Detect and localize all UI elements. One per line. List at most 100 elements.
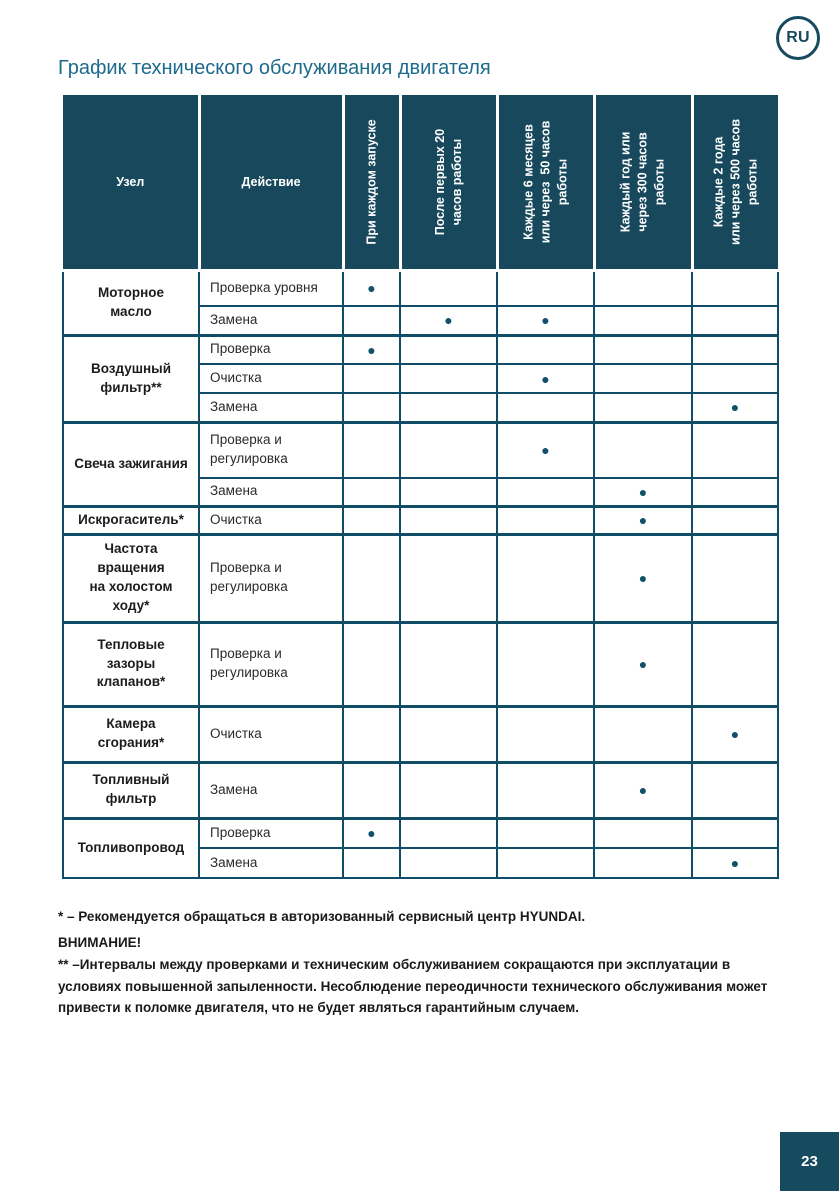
schedule-mark-cell (496, 704, 595, 763)
schedule-mark-cell (342, 305, 401, 336)
schedule-mark-cell (342, 392, 401, 423)
schedule-mark-cell (399, 760, 498, 819)
schedule-mark-cell (399, 392, 498, 423)
table-row: Замена ● (63, 477, 779, 507)
schedule-mark-cell (593, 392, 693, 423)
schedule-mark-cell (496, 816, 595, 849)
footnotes: * – Рекомендуется обращаться в авторизов… (58, 906, 786, 1019)
node-cell-combustion-chamber: Камера сгорания* (62, 704, 200, 763)
schedule-mark-cell (342, 363, 401, 394)
schedule-mark-cell (399, 477, 498, 507)
schedule-mark-cell (342, 504, 401, 535)
table-row: Искрогаситель* Очистка ● (62, 504, 779, 535)
table-row: Замена ● ● (63, 305, 779, 336)
vertical-label-wrap: Каждые 2 года или через 500 часов работы (694, 97, 779, 266)
table-header: Узел Действие При каждом запуске После п… (63, 95, 779, 272)
column-header-1y-300h: Каждый год или через 300 часов работы (592, 95, 692, 272)
schedule-mark-cell: ● (593, 477, 693, 507)
page-number-box: 23 (780, 1132, 839, 1191)
action-cell: Очистка (198, 704, 344, 763)
action-cell: Проверка и регулировка (198, 532, 344, 623)
node-cell-engine-oil: Моторное масло (62, 268, 200, 336)
action-cell: Замена (198, 305, 344, 336)
action-cell: Проверка уровня (198, 268, 344, 307)
table-body: Моторное масло Проверка уровня ● Замена … (62, 268, 779, 879)
schedule-mark-cell: ● (593, 504, 693, 535)
column-header-2y-500h: Каждые 2 года или через 500 часов работы (690, 95, 779, 272)
schedule-mark-cell (399, 816, 498, 849)
schedule-mark-cell (691, 620, 779, 707)
schedule-mark-cell: ● (342, 268, 401, 307)
table-row: Топливопровод Проверка ● (62, 816, 779, 879)
maintenance-schedule-table: Узел Действие При каждом запуске После п… (62, 95, 779, 879)
schedule-mark-cell (691, 305, 779, 336)
schedule-mark-cell: ● (399, 305, 498, 336)
schedule-mark-cell (691, 420, 779, 479)
column-header-every-start-label: При каждом запуске (364, 119, 379, 245)
schedule-mark-cell (342, 420, 401, 479)
column-header-node: Узел (63, 95, 199, 272)
schedule-mark-cell (691, 268, 779, 307)
header-row: Узел Действие При каждом запуске После п… (63, 95, 779, 272)
table-row: Очистка ● (63, 363, 779, 394)
schedule-mark-cell (593, 363, 693, 394)
column-header-2y-500h-label: Каждые 2 года или через 500 часов работы (711, 118, 760, 245)
node-cell-valve-clearance: Тепловые зазоры клапанов* (62, 620, 200, 707)
schedule-mark-cell (342, 477, 401, 507)
schedule-mark-cell (399, 420, 498, 479)
schedule-mark-cell (593, 816, 693, 849)
schedule-mark-cell (691, 816, 779, 849)
table-row: Моторное масло Проверка уровня ● (62, 268, 779, 336)
schedule-mark-cell (496, 760, 595, 819)
schedule-mark-cell (399, 704, 498, 763)
column-header-6m-50h-label: Каждые 6 месяцев или через 50 часов рабо… (521, 120, 569, 244)
schedule-mark-cell (399, 620, 498, 707)
action-cell: Замена (198, 847, 344, 879)
table-row: Замена ● (63, 392, 779, 423)
schedule-mark-cell (496, 847, 595, 879)
schedule-mark-cell (496, 532, 595, 623)
schedule-mark-cell: ● (496, 363, 595, 394)
table-row: Воздушный фильтр** Проверка ● (62, 333, 779, 423)
node-cell-spark-plug: Свеча зажигания (62, 420, 200, 507)
column-header-first-20h-label: После первых 20 часов работы (432, 128, 464, 235)
schedule-mark-cell (496, 504, 595, 535)
schedule-mark-cell (593, 333, 693, 365)
schedule-mark-cell: ● (691, 704, 779, 763)
table-row: Свеча зажигания Проверка и регулировка ● (62, 420, 779, 507)
schedule-mark-cell (691, 504, 779, 535)
action-cell: Замена (198, 760, 344, 819)
vertical-label-wrap: При каждом запуске (345, 97, 399, 266)
schedule-mark-cell (399, 504, 498, 535)
node-cell-idle-speed: Частота вращения на холостом ходу* (62, 532, 200, 623)
action-cell: Замена (198, 477, 344, 507)
schedule-mark-cell (496, 620, 595, 707)
schedule-mark-cell: ● (342, 333, 401, 365)
schedule-mark-cell (593, 305, 693, 336)
footnote-service-center: * – Рекомендуется обращаться в авторизов… (58, 909, 586, 924)
schedule-mark-cell (342, 620, 401, 707)
schedule-mark-cell: ● (496, 305, 595, 336)
table-row: Тепловые зазоры клапанов* Проверка и рег… (62, 620, 779, 707)
schedule-mark-cell (399, 268, 498, 307)
schedule-mark-cell (593, 420, 693, 479)
column-header-6m-50h: Каждые 6 месяцев или через 50 часов рабо… (495, 95, 594, 272)
action-cell: Проверка и регулировка (198, 620, 344, 707)
footnote-intervals: ** –Интервалы между проверками и техниче… (58, 956, 768, 1016)
schedule-mark-cell: ● (691, 847, 779, 879)
schedule-mark-cell (342, 760, 401, 819)
action-cell: Очистка (198, 363, 344, 394)
schedule-mark-cell (496, 392, 595, 423)
schedule-mark-cell (691, 477, 779, 507)
column-header-1y-300h-label: Каждый год или через 300 часов работы (618, 131, 667, 233)
language-badge-label: RU (786, 29, 810, 46)
schedule-mark-cell: ● (342, 816, 401, 849)
vertical-label-wrap: Каждые 6 месяцев или через 50 часов рабо… (499, 97, 593, 266)
action-cell: Проверка (198, 333, 344, 365)
schedule-mark-cell: ● (593, 620, 693, 707)
action-cell: Замена (198, 392, 344, 423)
schedule-mark-cell (342, 704, 401, 763)
vertical-label-wrap: Каждый год или через 300 часов работы (596, 97, 691, 266)
table-row: Замена ● (63, 847, 779, 879)
